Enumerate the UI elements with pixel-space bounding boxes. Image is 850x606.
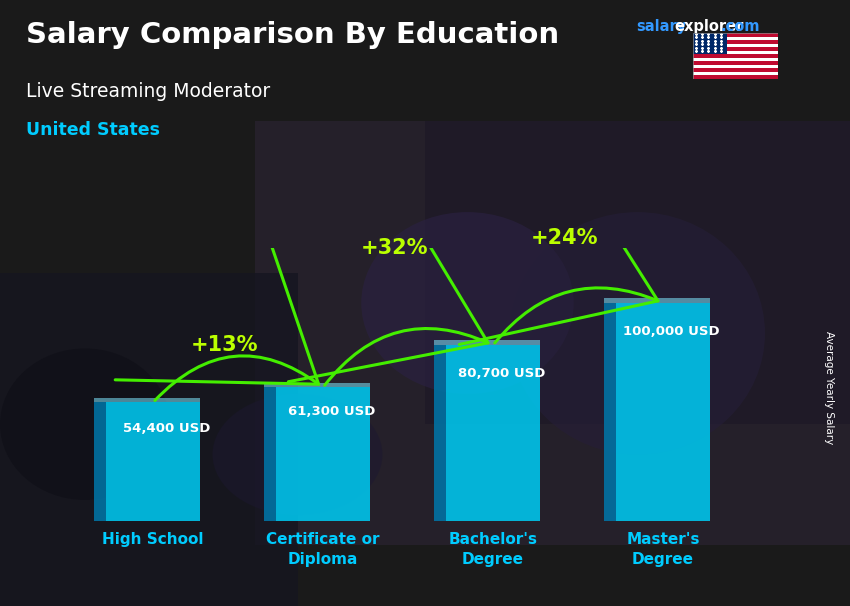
Bar — [94, 402, 106, 521]
Ellipse shape — [212, 394, 382, 515]
Bar — [434, 340, 540, 345]
Text: explorer: explorer — [674, 19, 744, 35]
Text: +13%: +13% — [190, 335, 258, 355]
Bar — [693, 68, 778, 72]
Text: +32%: +32% — [360, 238, 428, 258]
Ellipse shape — [510, 212, 765, 454]
Text: salary: salary — [636, 19, 686, 35]
Bar — [276, 387, 370, 521]
Bar — [94, 398, 200, 402]
Text: Average Yearly Salary: Average Yearly Salary — [824, 331, 834, 444]
FancyArrowPatch shape — [288, 168, 488, 385]
Bar — [693, 47, 778, 51]
Bar — [604, 298, 710, 303]
Text: Live Streaming Moderator: Live Streaming Moderator — [26, 82, 269, 101]
Bar — [693, 51, 778, 55]
Bar — [693, 58, 778, 61]
Bar — [693, 55, 778, 58]
FancyArrowPatch shape — [116, 191, 319, 401]
Bar — [693, 41, 778, 44]
Text: Salary Comparison By Education: Salary Comparison By Education — [26, 21, 558, 49]
Bar — [616, 303, 710, 521]
Text: 61,300 USD: 61,300 USD — [288, 405, 375, 418]
Bar — [693, 33, 778, 37]
Text: 100,000 USD: 100,000 USD — [623, 325, 720, 338]
Ellipse shape — [0, 348, 170, 500]
Bar — [693, 61, 778, 65]
Bar — [693, 72, 778, 75]
Bar — [446, 345, 540, 521]
Bar — [693, 44, 778, 47]
FancyArrowPatch shape — [459, 129, 658, 344]
Bar — [604, 303, 616, 521]
Bar — [693, 75, 778, 79]
Text: 80,700 USD: 80,700 USD — [458, 367, 545, 380]
Bar — [264, 387, 276, 521]
Text: 54,400 USD: 54,400 USD — [123, 422, 210, 435]
Bar — [0, 273, 298, 606]
Bar — [264, 382, 370, 387]
Bar — [693, 33, 727, 55]
Bar — [255, 121, 850, 545]
Ellipse shape — [361, 212, 574, 394]
Bar — [434, 345, 446, 521]
Bar — [425, 121, 850, 424]
Text: +24%: +24% — [530, 227, 598, 248]
Bar — [693, 37, 778, 41]
Text: .com: .com — [721, 19, 760, 35]
Bar — [693, 65, 778, 68]
Text: United States: United States — [26, 121, 160, 139]
Bar — [106, 402, 200, 521]
